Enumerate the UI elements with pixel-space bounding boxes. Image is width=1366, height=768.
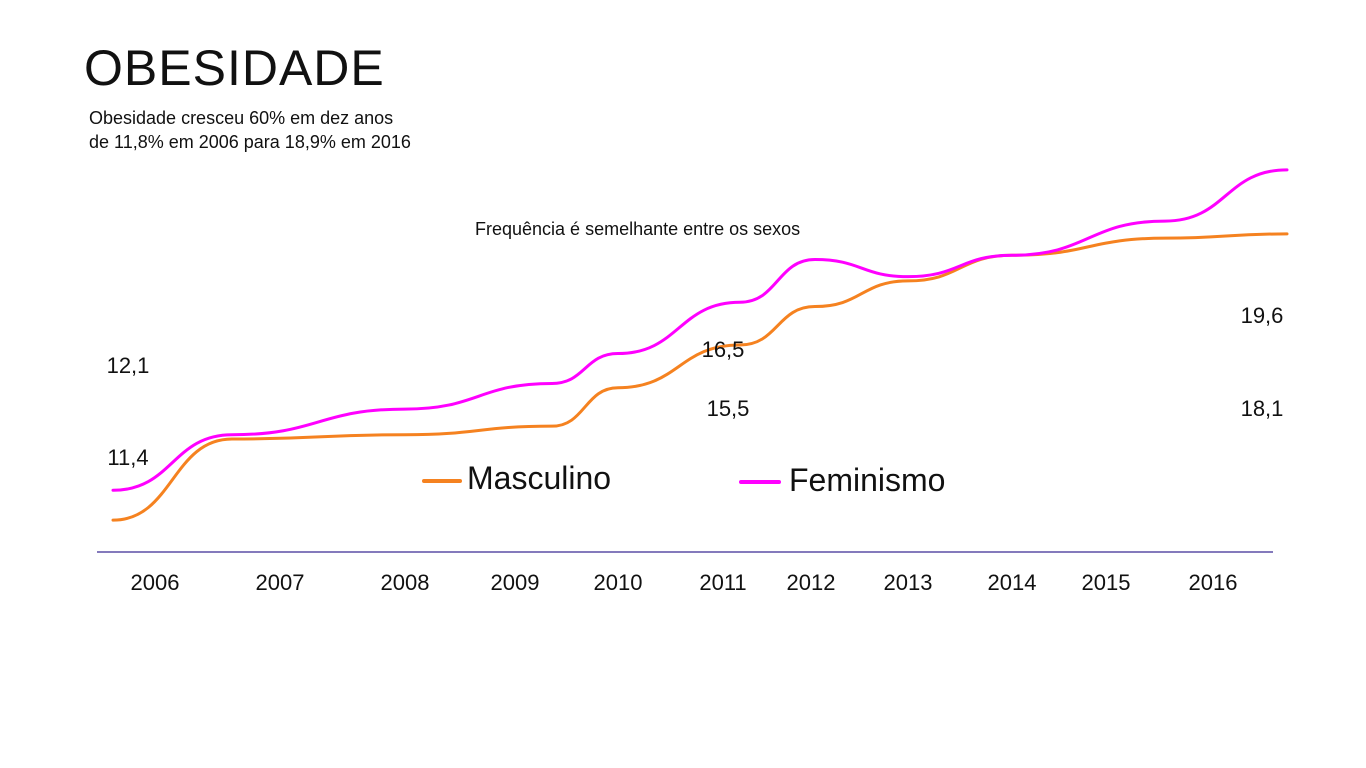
series-line-masculino	[111, 232, 1289, 522]
x-tick-label-2010: 2010	[594, 570, 643, 595]
x-tick-label-2009: 2009	[491, 570, 540, 595]
subtitle-line-2: de 11,8% em 2006 para 18,9% em 2016	[89, 132, 411, 152]
x-tick-label-2007: 2007	[256, 570, 305, 595]
x-tick-label-2014: 2014	[988, 570, 1037, 595]
data-label-masculino-2006: 11,4	[107, 445, 148, 470]
x-tick-label-2015: 2015	[1082, 570, 1131, 595]
x-tick-label-2008: 2008	[381, 570, 430, 595]
x-tick-label-2016: 2016	[1189, 570, 1238, 595]
x-tick-label-2012: 2012	[787, 570, 836, 595]
data-label-masculino-2011: 15,5	[707, 396, 750, 421]
x-tick-label-2006: 2006	[131, 570, 180, 595]
series-line-feminismo	[111, 168, 1289, 492]
legend-label-feminismo: Feminismo	[789, 462, 945, 498]
data-label-masculino-2016: 18,1	[1241, 396, 1284, 421]
data-label-feminismo-2006: 12,1	[107, 353, 150, 378]
legend-label-masculino: Masculino	[467, 460, 611, 496]
data-label-feminismo-2016: 19,6	[1241, 303, 1284, 328]
x-tick-label-2013: 2013	[884, 570, 933, 595]
chart-title: Frequência é semelhante entre os sexos	[475, 219, 801, 239]
subtitle-line-1: Obesidade cresceu 60% em dez anos	[89, 108, 394, 128]
page-title: OBESIDADE	[84, 40, 385, 96]
data-label-feminismo-2011: 16,5	[702, 337, 745, 362]
x-tick-label-2011: 2011	[699, 570, 746, 595]
